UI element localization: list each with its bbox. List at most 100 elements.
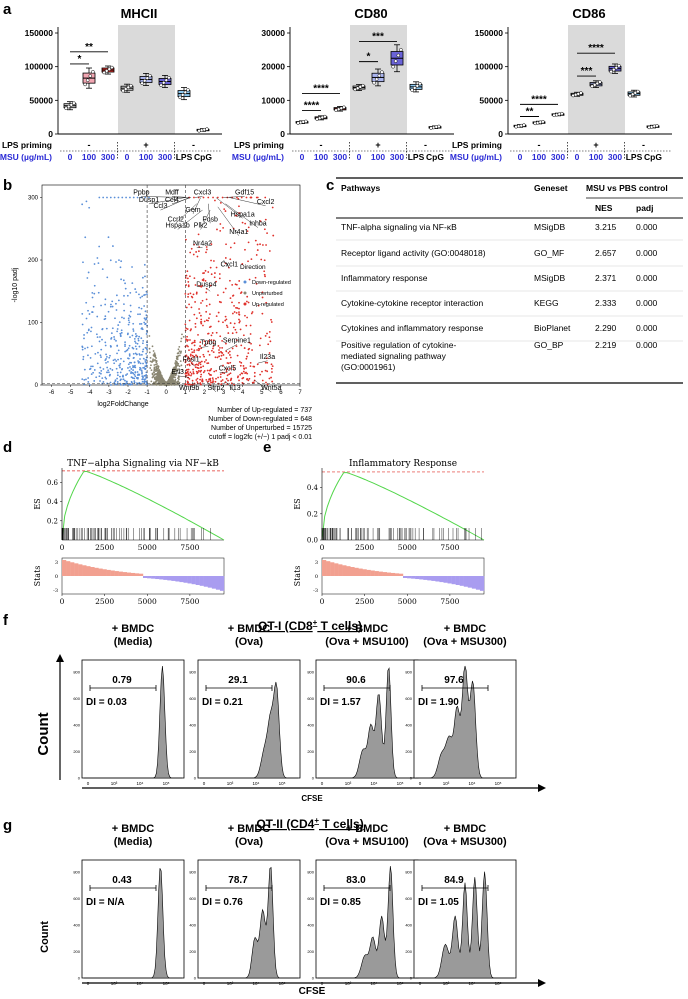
data-point bbox=[161, 81, 166, 85]
volcano-point-up bbox=[259, 243, 261, 246]
volcano-point-down bbox=[97, 262, 100, 265]
volcano-point-down bbox=[85, 378, 87, 381]
volcano-point-up bbox=[212, 351, 215, 354]
volcano-point-up bbox=[259, 373, 262, 376]
panel-label-g: g bbox=[3, 817, 12, 834]
volcano-point-up bbox=[248, 377, 251, 380]
lps-sign: - bbox=[642, 140, 645, 150]
sample-name: + BMDC bbox=[228, 623, 271, 635]
volcano-point-up bbox=[205, 246, 208, 248]
cfse-histogram bbox=[200, 866, 298, 979]
volcano-point-up bbox=[215, 315, 218, 317]
table-header-pathways: Pathways bbox=[341, 183, 380, 193]
volcano-point-down bbox=[90, 326, 93, 329]
volcano-point-unperturbed bbox=[177, 378, 180, 381]
volcano-point-down bbox=[110, 336, 113, 339]
stats-bar bbox=[427, 576, 432, 581]
volcano-point-up bbox=[224, 319, 227, 322]
table-geneset: KEGG bbox=[534, 298, 559, 308]
volcano-point-up bbox=[268, 352, 271, 354]
volcano-point-down bbox=[85, 317, 88, 320]
volcano-point-down bbox=[119, 366, 121, 369]
panel-label-f: f bbox=[3, 612, 9, 629]
x-group-label: 100 bbox=[371, 152, 385, 162]
volcano-point-down bbox=[132, 356, 135, 359]
volcano-point-down bbox=[115, 339, 117, 342]
volcano-point-unperturbed bbox=[159, 378, 161, 381]
volcano-point-up bbox=[209, 284, 212, 287]
volcano-point-unperturbed bbox=[155, 380, 158, 383]
volcano-point-up bbox=[205, 378, 208, 381]
stats-bar bbox=[179, 576, 184, 583]
data-point bbox=[129, 83, 133, 88]
gate-percent: 97.6 bbox=[444, 675, 464, 686]
volcano-point-down bbox=[94, 352, 97, 355]
cfse-histogram bbox=[416, 665, 514, 779]
y-tick-label: 400 bbox=[307, 923, 314, 928]
volcano-point-up bbox=[200, 302, 202, 304]
volcano-point-down bbox=[101, 327, 104, 330]
volcano-point-down bbox=[139, 296, 142, 299]
volcano-point-unperturbed bbox=[148, 335, 151, 337]
stats-tick-label: 3 bbox=[315, 560, 318, 566]
volcano-point-up bbox=[202, 196, 205, 199]
data-point bbox=[304, 119, 308, 124]
stats-bar bbox=[390, 572, 396, 576]
sample-name: + BMDC bbox=[444, 623, 487, 635]
table-header-comparison: MSU vs PBS control bbox=[586, 183, 668, 193]
volcano-point-down bbox=[119, 362, 122, 365]
row-label-msu: MSU (µg/mL) bbox=[232, 152, 284, 162]
stats-bar bbox=[398, 573, 404, 576]
volcano-point-down bbox=[122, 360, 125, 363]
volcano-points bbox=[81, 196, 275, 386]
gene-leader-line bbox=[188, 381, 194, 393]
x-tick-label: 7500 bbox=[180, 597, 199, 606]
volcano-point-up bbox=[261, 291, 264, 294]
volcano-point-up bbox=[210, 273, 213, 276]
sample-name: + BMDC bbox=[228, 823, 271, 835]
volcano-point-up bbox=[197, 333, 199, 336]
row-label-lps: LPS priming bbox=[234, 140, 284, 150]
volcano-point-up bbox=[209, 266, 212, 269]
volcano-point-down bbox=[140, 337, 143, 340]
volcano-point-up bbox=[215, 377, 217, 380]
volcano-point-up bbox=[185, 284, 188, 286]
data-point bbox=[164, 78, 169, 82]
volcano-point-up bbox=[243, 347, 246, 349]
cfse-histogram bbox=[318, 866, 416, 979]
volcano-point-up bbox=[197, 250, 200, 253]
table-pathway-line1: Positive regulation of cytokine- bbox=[341, 340, 456, 350]
volcano-point-up bbox=[238, 301, 240, 304]
volcano-point-up bbox=[189, 371, 192, 374]
volcano-point-down bbox=[123, 294, 125, 297]
volcano-point-down bbox=[141, 371, 143, 374]
volcano-point-up bbox=[219, 201, 222, 204]
data-point bbox=[437, 124, 441, 129]
sample-name: + BMDC bbox=[112, 623, 155, 635]
x-group-label: 300 bbox=[608, 152, 622, 162]
volcano-point-up bbox=[221, 352, 224, 354]
volcano-point-up bbox=[225, 357, 228, 359]
volcano-point-up bbox=[195, 291, 198, 294]
stats-bar bbox=[147, 576, 152, 579]
volcano-point-down bbox=[120, 357, 122, 360]
volcano-point-up bbox=[218, 351, 221, 354]
volcano-point-up bbox=[192, 341, 194, 344]
volcano-point-down bbox=[146, 343, 148, 346]
volcano-point-up bbox=[214, 272, 216, 274]
data-point bbox=[655, 123, 659, 128]
volcano-point-up bbox=[186, 270, 189, 273]
y-tick-label: 800 bbox=[189, 670, 196, 675]
volcano-point-down bbox=[143, 321, 146, 324]
volcano-point-down bbox=[145, 373, 148, 376]
volcano-legend: Direction Down-regulated Unperturbed Up-… bbox=[240, 264, 291, 308]
y-tick-label: 200 bbox=[307, 949, 314, 954]
x-group-label: 100 bbox=[139, 152, 153, 162]
y-tick-label: 100000 bbox=[25, 62, 54, 72]
stats-bar bbox=[471, 576, 477, 589]
volcano-point-down bbox=[100, 304, 102, 307]
volcano-point-up bbox=[233, 322, 236, 325]
volcano-point-up bbox=[222, 291, 225, 294]
volcano-point-down bbox=[133, 361, 136, 364]
